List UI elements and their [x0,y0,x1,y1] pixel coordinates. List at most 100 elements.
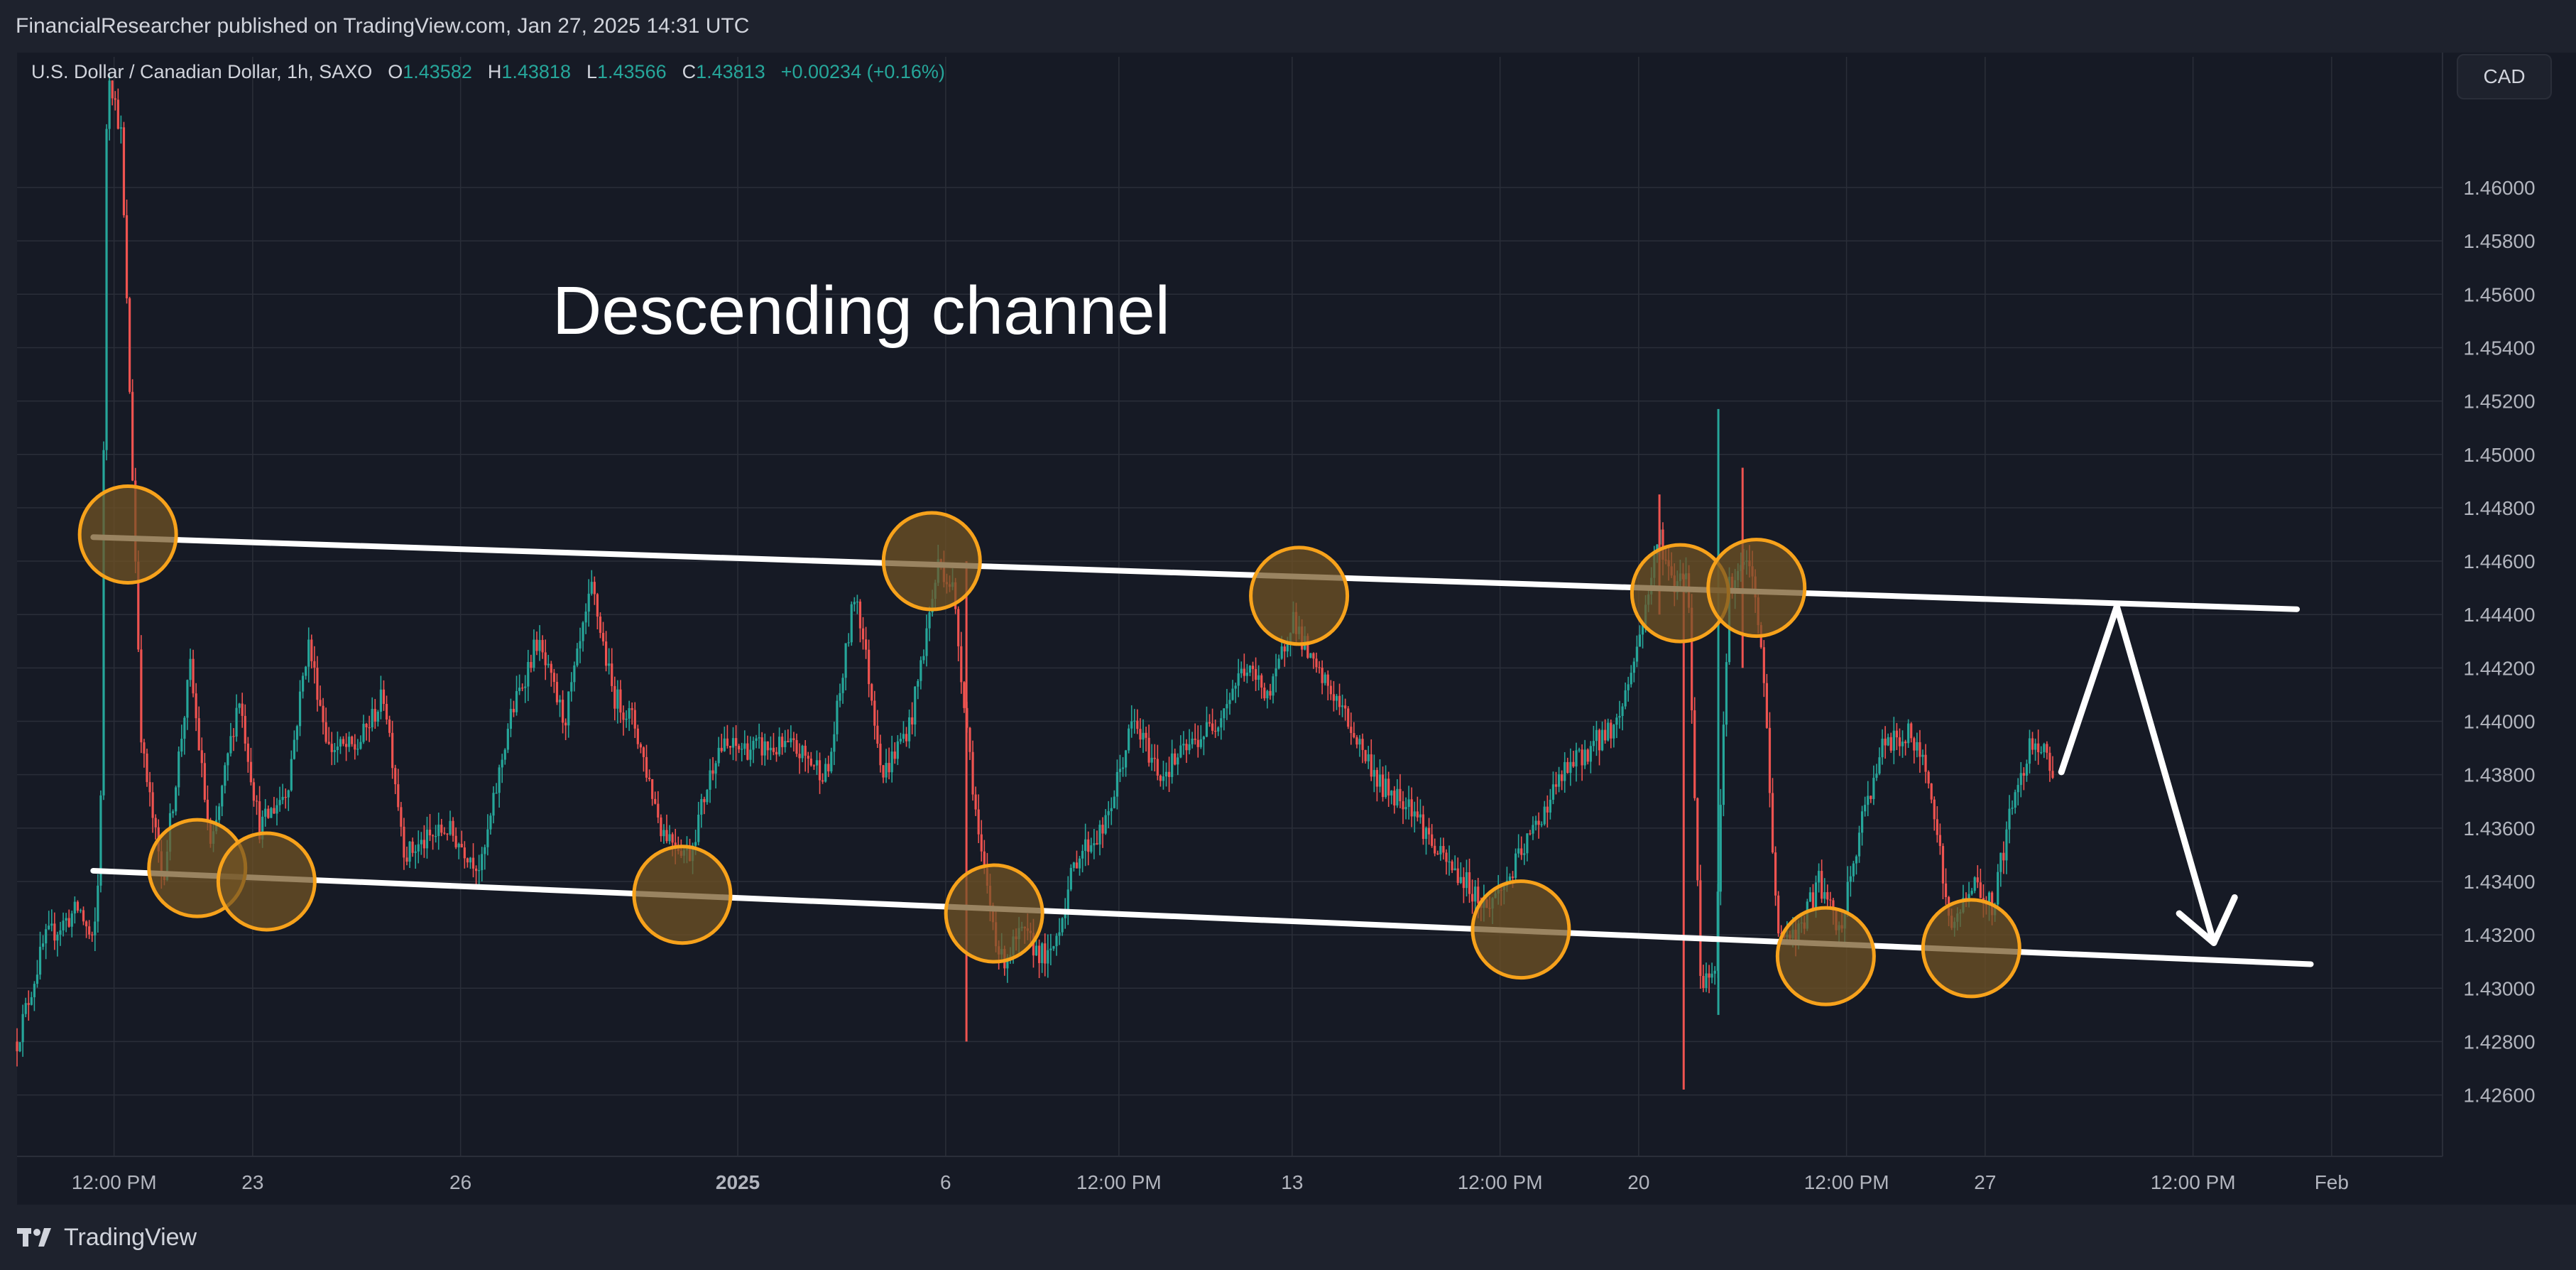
candle-body [896,741,899,759]
candle-body [457,844,460,847]
candle-body [567,691,570,726]
candle-body [1332,694,1335,701]
candle-body [446,833,449,835]
candle-body [1329,685,1332,695]
candle-body [798,754,801,759]
candle-body [1808,892,1811,902]
candle-body [1944,883,1948,897]
candle-body [1142,732,1145,740]
candle-body [322,705,324,722]
price-tick-label: 1.43000 [2463,977,2535,999]
high-label: H [487,61,502,82]
candle-body [2051,771,2054,778]
candle-body [1309,653,1312,658]
candle-body [1064,911,1066,918]
candle-body [1416,811,1419,818]
candle-body [1072,862,1075,868]
candle-body [1174,753,1177,765]
candle-body [980,834,983,852]
candle-body [1402,801,1404,810]
candle-body [1179,745,1182,758]
candle-body [1110,808,1113,812]
candle-body [917,680,919,687]
candle-body [1768,727,1772,793]
candle-body [1387,778,1390,796]
candle-body [1047,950,1049,964]
candle-body [746,743,749,760]
candle-body [1177,757,1179,765]
candle-body [2008,808,2011,830]
candle-body [489,815,492,830]
candle-body [1604,729,1607,741]
candle-body [628,708,631,719]
candle-body [238,703,241,708]
price-chart[interactable]: Descending channel 1.42600 1.42800 1.43000… [0,0,2576,1207]
candle-body [1101,825,1104,834]
candle-body [1107,811,1110,815]
candle-body [1581,749,1583,766]
candle-body [1087,839,1090,852]
candle-body [116,99,119,129]
candle-body [1196,739,1199,747]
candle-body [711,770,714,774]
candle-body [1861,811,1864,833]
candle-body [570,682,573,692]
candle-body [1147,737,1150,763]
publisher-text: FinancialResearcher published on Trading… [16,14,750,38]
candle-body [515,690,518,712]
candle-body [1338,695,1341,707]
candle-body [143,742,146,754]
candle-body [763,741,766,756]
candle-body [1453,868,1456,871]
candle-body [1987,892,1991,906]
candle-body [1442,846,1445,853]
candle-body [45,929,48,944]
ohlc-legend: U.S. Dollar / Canadian Dollar, 1h, SAXO … [31,61,945,83]
candle-body [440,824,443,833]
candle-body [151,792,154,818]
candle-body [102,450,105,796]
candle-body [273,808,275,814]
candle-body [1462,876,1465,889]
candle-body [148,782,151,793]
candle-body [914,686,917,724]
candle-body [648,777,651,780]
candle-body [290,759,293,791]
candle-body [336,747,339,751]
candle-body [538,640,541,651]
tradingview-logo[interactable]: TradingView [17,1224,197,1252]
candle-body [1361,739,1364,750]
candle-body [475,868,478,872]
candle-body [558,700,562,702]
candle-body [59,930,62,935]
candle-body [1849,876,1852,882]
candle-body [1465,872,1468,889]
currency-button[interactable]: CAD [2457,54,2552,99]
candle-body [755,738,758,742]
candle-body [261,816,264,840]
candle-body [1855,856,1858,864]
candle-body [1150,757,1153,763]
candle-body [1627,684,1630,690]
candle-body [295,726,299,740]
price-tick-label: 1.45000 [2463,444,2535,466]
candle-body [1061,918,1064,933]
candle-body [246,743,249,762]
candle-body [1474,886,1477,902]
candle-body [1272,676,1275,696]
candle-body [227,753,229,766]
candle-body [38,946,42,975]
candle-body [1898,737,1901,747]
candle-body [625,718,628,720]
candle-body [76,901,79,911]
candle-body [1508,876,1512,881]
candle-body [365,724,368,727]
candle-body [1445,852,1448,862]
candle-body [1255,668,1257,680]
candle-body [801,745,804,759]
candle-body [97,885,99,922]
candle-body [1038,945,1041,963]
candle-body [824,764,827,782]
candle-body [1185,744,1188,751]
candle-body [1693,710,1696,798]
